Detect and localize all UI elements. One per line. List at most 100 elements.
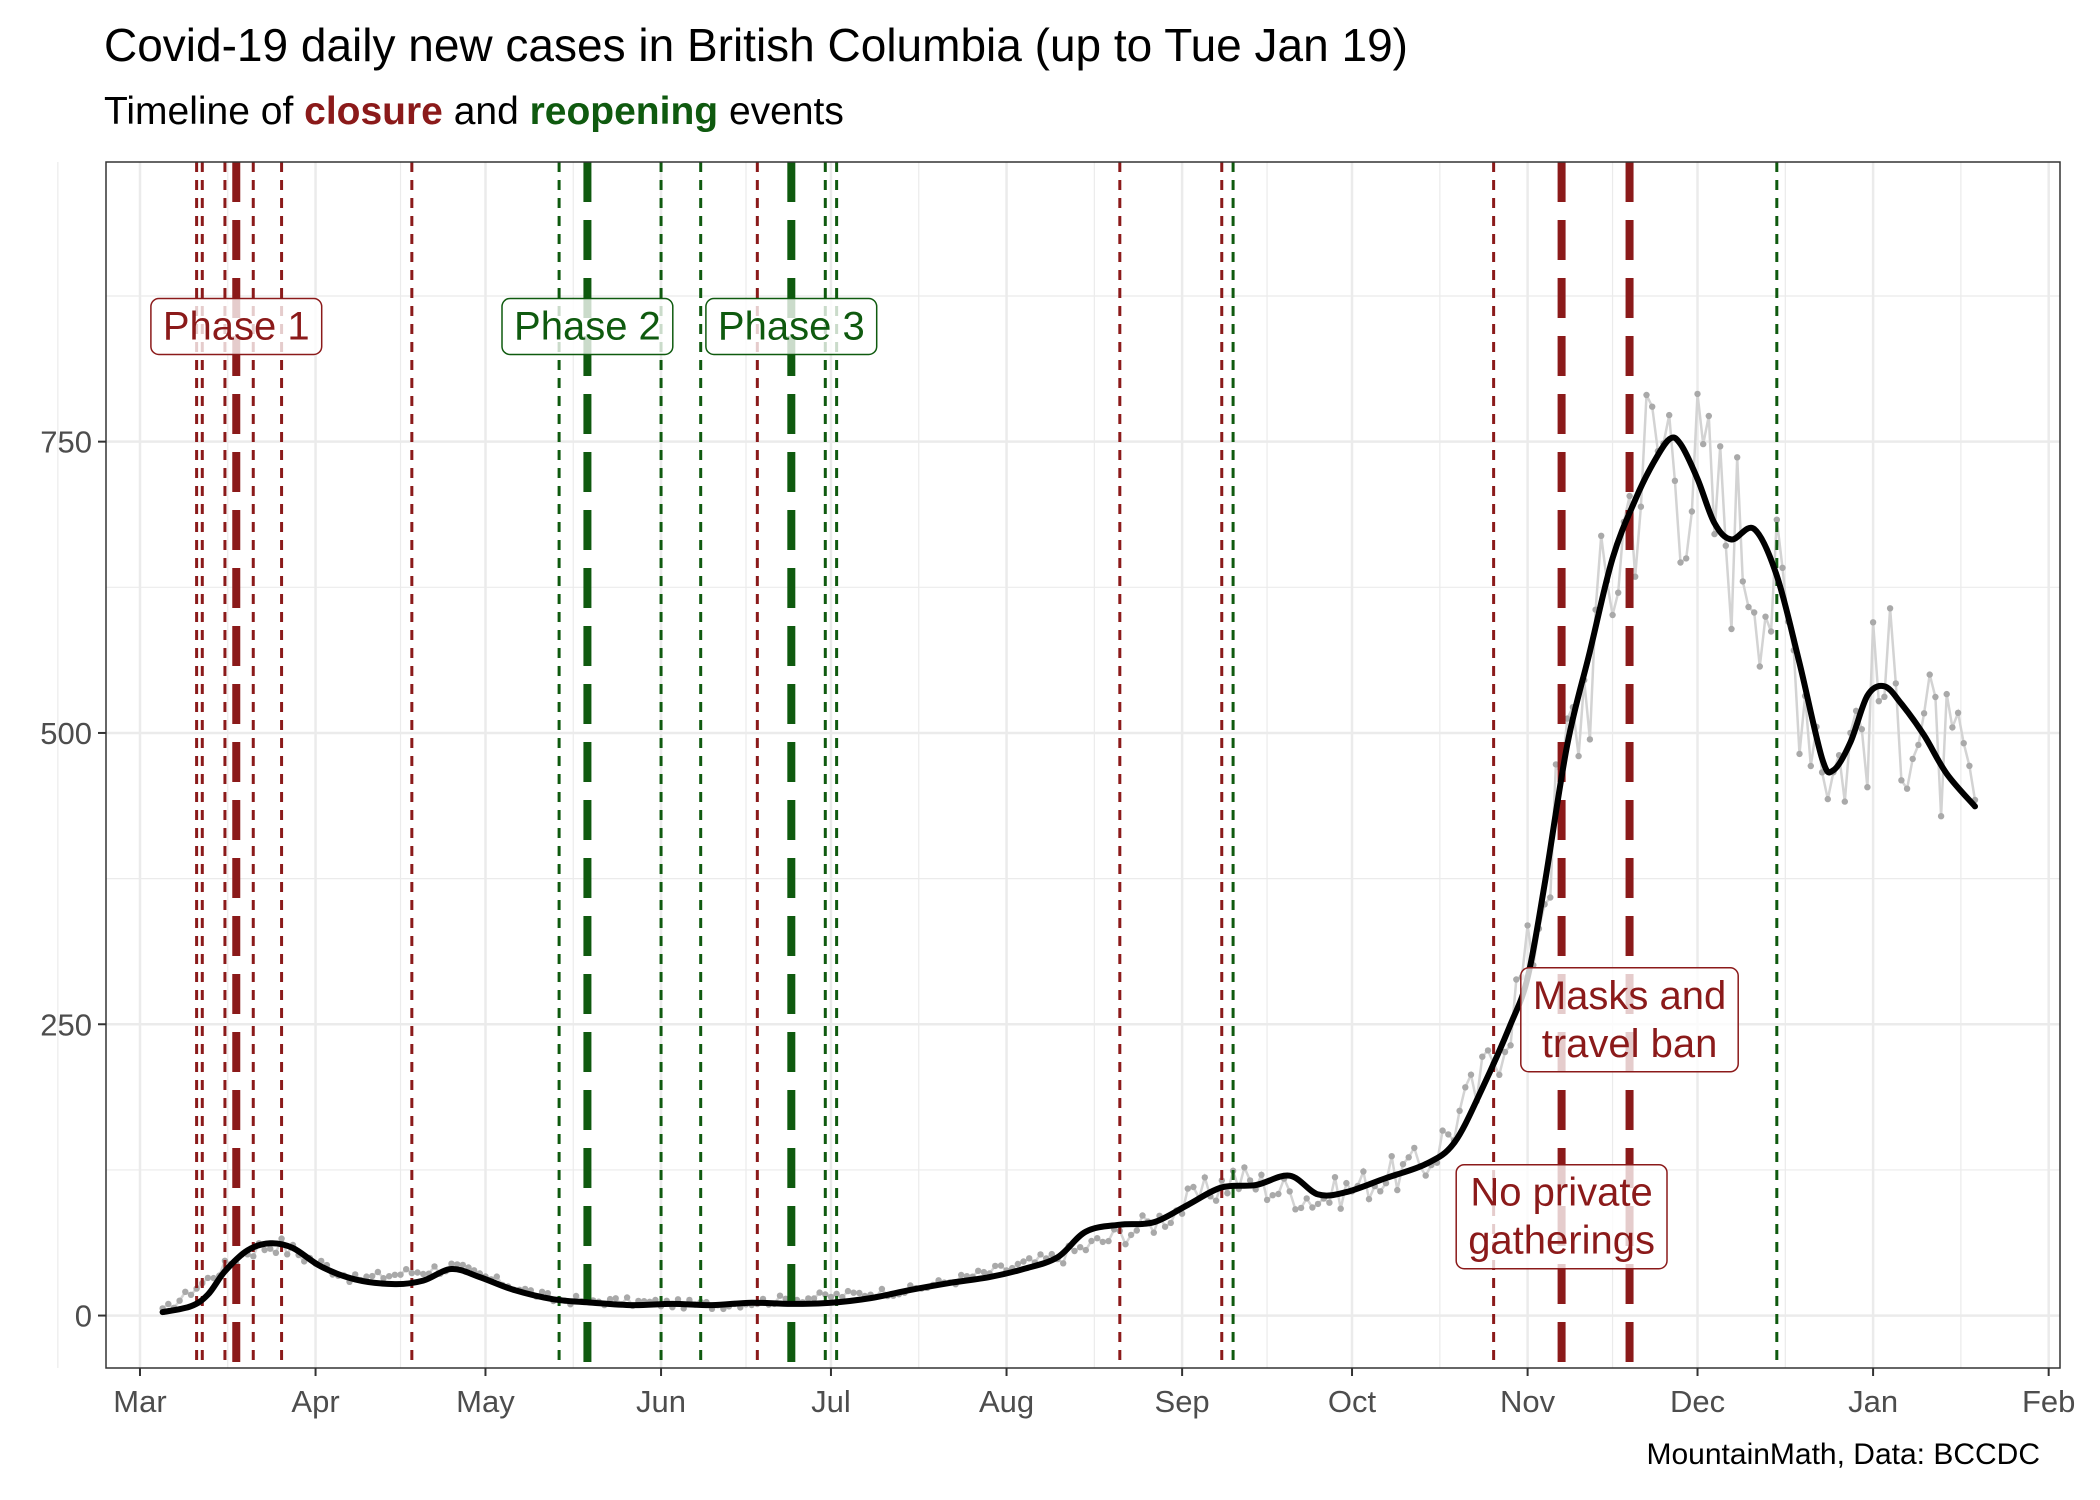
daily-case-point xyxy=(606,1295,614,1303)
daily-case-point xyxy=(1088,1237,1095,1245)
x-tick-label: May xyxy=(456,1384,515,1419)
annotation-line: Masks and xyxy=(1533,974,1726,1018)
plot-panel xyxy=(106,162,2060,1368)
daily-case-point xyxy=(459,1261,466,1269)
daily-case-point xyxy=(975,1267,982,1275)
daily-case-point xyxy=(1711,530,1718,538)
daily-case-point xyxy=(674,1296,682,1303)
daily-case-point xyxy=(572,1292,580,1300)
annotation-label: Masks and travel ban xyxy=(1520,967,1739,1073)
daily-case-point xyxy=(1700,440,1707,448)
daily-case-point xyxy=(1937,813,1945,820)
daily-case-point xyxy=(1139,1212,1146,1219)
x-tick-label: Aug xyxy=(979,1384,1034,1419)
caption: MountainMath, Data: BCCDC xyxy=(1646,1438,2041,1471)
daily-case-point xyxy=(1649,403,1656,410)
daily-case-point xyxy=(1779,564,1786,571)
daily-case-point xyxy=(1365,1195,1373,1203)
x-tick-label: Feb xyxy=(2022,1384,2075,1419)
daily-case-point xyxy=(1445,1131,1452,1138)
daily-case-point xyxy=(1858,726,1866,733)
daily-case-point xyxy=(1666,411,1673,419)
annotation-text: No private gatherings xyxy=(1468,1171,1655,1263)
daily-case-point xyxy=(386,1273,393,1280)
daily-case-point xyxy=(374,1268,382,1276)
daily-case-point xyxy=(1467,1071,1475,1078)
subtitle-prefix: Timeline of xyxy=(104,90,305,133)
daily-case-point xyxy=(1048,1250,1056,1258)
daily-case-point xyxy=(1960,740,1967,747)
daily-case-point xyxy=(776,1292,784,1299)
daily-case-point xyxy=(992,1262,999,1270)
daily-case-point xyxy=(958,1271,965,1279)
annotation-text: Phase 2 xyxy=(514,305,661,349)
daily-case-point xyxy=(1314,1200,1322,1208)
daily-case-point xyxy=(1824,795,1832,803)
annotation-label: No private gatherings xyxy=(1455,1163,1668,1270)
events-layer xyxy=(195,162,1779,1368)
daily-case-point xyxy=(816,1289,823,1296)
chart-title: Covid-19 daily new cases in British Colu… xyxy=(104,19,1408,71)
daily-case-point xyxy=(1275,1190,1282,1198)
daily-case-point xyxy=(1133,1227,1141,1234)
daily-case-point xyxy=(272,1249,280,1257)
grid-minor xyxy=(57,162,2060,1368)
x-tick-label: Nov xyxy=(1500,1384,1556,1419)
daily-case-point xyxy=(1026,1255,1033,1262)
daily-case-point xyxy=(1258,1171,1265,1179)
daily-case-point xyxy=(1122,1241,1129,1248)
daily-case-point xyxy=(1626,492,1633,500)
daily-case-point xyxy=(182,1288,189,1296)
annotation-label: Phase 2 xyxy=(501,297,674,356)
daily-case-point xyxy=(833,1290,840,1298)
daily-case-point xyxy=(1943,690,1950,698)
daily-case-point xyxy=(1739,578,1747,585)
x-tick-label: Mar xyxy=(113,1384,166,1419)
daily-case-point xyxy=(397,1271,404,1278)
daily-case-point xyxy=(1201,1174,1209,1181)
daily-case-point xyxy=(1331,1174,1339,1181)
x-tick-label: Dec xyxy=(1670,1384,1725,1419)
daily-case-point xyxy=(454,1261,461,1268)
daily-case-point xyxy=(1496,1071,1503,1079)
daily-case-point xyxy=(810,1295,818,1302)
daily-case-point xyxy=(1394,1186,1401,1194)
daily-case-point xyxy=(431,1263,438,1270)
daily-case-point xyxy=(856,1289,863,1297)
daily-case-point xyxy=(284,1251,291,1258)
subtitle-middle: and xyxy=(442,90,530,133)
daily-case-point xyxy=(1677,559,1684,566)
axis-layer: 0 250 500 750 Mar Apr May Jun Jul Aug Sep Oct Nov Dec… xyxy=(40,425,2075,1419)
daily-case-point xyxy=(187,1291,195,1299)
daily-case-point xyxy=(1915,741,1922,749)
trend-layer xyxy=(159,434,1978,1316)
daily-case-point xyxy=(997,1262,1005,1269)
daily-case-point xyxy=(1388,1153,1395,1160)
y-tick-label: 500 xyxy=(40,716,92,751)
annotation-line: No private xyxy=(1470,1171,1652,1215)
daily-case-point xyxy=(1326,1199,1333,1206)
daily-case-point xyxy=(420,1270,427,1278)
daily-case-point xyxy=(1547,894,1554,901)
daily-case-point xyxy=(1484,1047,1492,1054)
daily-case-point xyxy=(1212,1197,1220,1204)
daily-case-point xyxy=(1920,710,1928,717)
daily-case-point xyxy=(878,1285,886,1293)
daily-case-point xyxy=(493,1273,500,1280)
daily-case-point xyxy=(414,1269,421,1276)
daily-case-point xyxy=(1507,1042,1514,1049)
daily-case-point xyxy=(1807,762,1815,770)
daily-case-point xyxy=(1966,762,1973,769)
daily-case-point xyxy=(1954,709,1962,716)
annotation-label: Phase 1 xyxy=(150,297,323,356)
x-tick-label: Jan xyxy=(1848,1384,1898,1419)
daily-case-point xyxy=(544,1290,551,1297)
annotation-text: Phase 3 xyxy=(718,305,865,349)
annotation-box xyxy=(150,297,323,356)
daily-case-point xyxy=(538,1288,546,1296)
daily-case-point xyxy=(805,1295,812,1302)
daily-case-point xyxy=(193,1285,200,1292)
daily-case-point xyxy=(1632,573,1639,580)
daily-case-point xyxy=(1688,508,1696,515)
daily-case-point xyxy=(1224,1190,1231,1197)
